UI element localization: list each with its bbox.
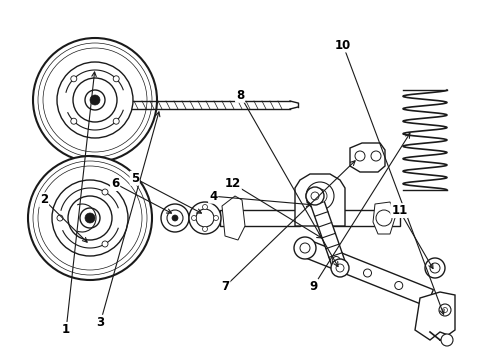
Text: 1: 1 [62, 323, 70, 336]
Circle shape [90, 95, 100, 105]
Circle shape [80, 208, 100, 228]
Polygon shape [373, 202, 395, 234]
Circle shape [113, 118, 119, 124]
Circle shape [85, 213, 95, 223]
Text: 2: 2 [40, 193, 48, 206]
Polygon shape [415, 292, 455, 340]
Text: 7: 7 [221, 280, 229, 293]
Circle shape [167, 210, 183, 226]
Circle shape [332, 256, 340, 265]
Circle shape [306, 187, 324, 205]
Circle shape [71, 118, 77, 124]
Text: 12: 12 [224, 177, 241, 190]
Circle shape [313, 189, 327, 203]
Circle shape [331, 259, 349, 277]
Circle shape [71, 76, 77, 82]
Circle shape [395, 282, 403, 289]
Polygon shape [222, 196, 245, 240]
Polygon shape [330, 210, 400, 226]
Circle shape [306, 182, 334, 210]
Polygon shape [308, 194, 346, 270]
Circle shape [364, 269, 371, 277]
Circle shape [441, 334, 453, 346]
Circle shape [52, 180, 128, 256]
Circle shape [202, 204, 207, 210]
Polygon shape [302, 240, 433, 306]
Circle shape [102, 189, 108, 195]
Polygon shape [350, 143, 385, 172]
Circle shape [439, 304, 451, 316]
Circle shape [73, 78, 117, 122]
Circle shape [214, 216, 219, 220]
Circle shape [189, 202, 221, 234]
Circle shape [57, 62, 133, 138]
Circle shape [102, 241, 108, 247]
Circle shape [336, 264, 344, 272]
Text: 11: 11 [391, 204, 408, 217]
Circle shape [425, 258, 445, 278]
Text: 4: 4 [209, 190, 217, 203]
Circle shape [376, 210, 392, 226]
Circle shape [33, 38, 157, 162]
Polygon shape [220, 210, 300, 226]
Circle shape [300, 243, 310, 253]
Text: 8: 8 [236, 89, 244, 102]
Circle shape [172, 215, 178, 221]
Circle shape [430, 263, 440, 273]
Text: 6: 6 [111, 177, 119, 190]
Circle shape [371, 151, 381, 161]
Circle shape [196, 209, 214, 227]
Text: 5: 5 [131, 172, 139, 185]
Text: 3: 3 [97, 316, 104, 329]
Circle shape [113, 76, 119, 82]
Polygon shape [295, 174, 345, 226]
Circle shape [355, 151, 365, 161]
Circle shape [57, 215, 63, 221]
Circle shape [294, 237, 316, 259]
Circle shape [202, 226, 207, 231]
Text: 9: 9 [310, 280, 318, 293]
Circle shape [442, 307, 447, 312]
Circle shape [161, 204, 189, 232]
Circle shape [192, 216, 196, 220]
Circle shape [85, 90, 105, 110]
Circle shape [68, 196, 112, 240]
Circle shape [311, 192, 319, 200]
Circle shape [28, 156, 152, 280]
Text: 10: 10 [335, 39, 351, 51]
